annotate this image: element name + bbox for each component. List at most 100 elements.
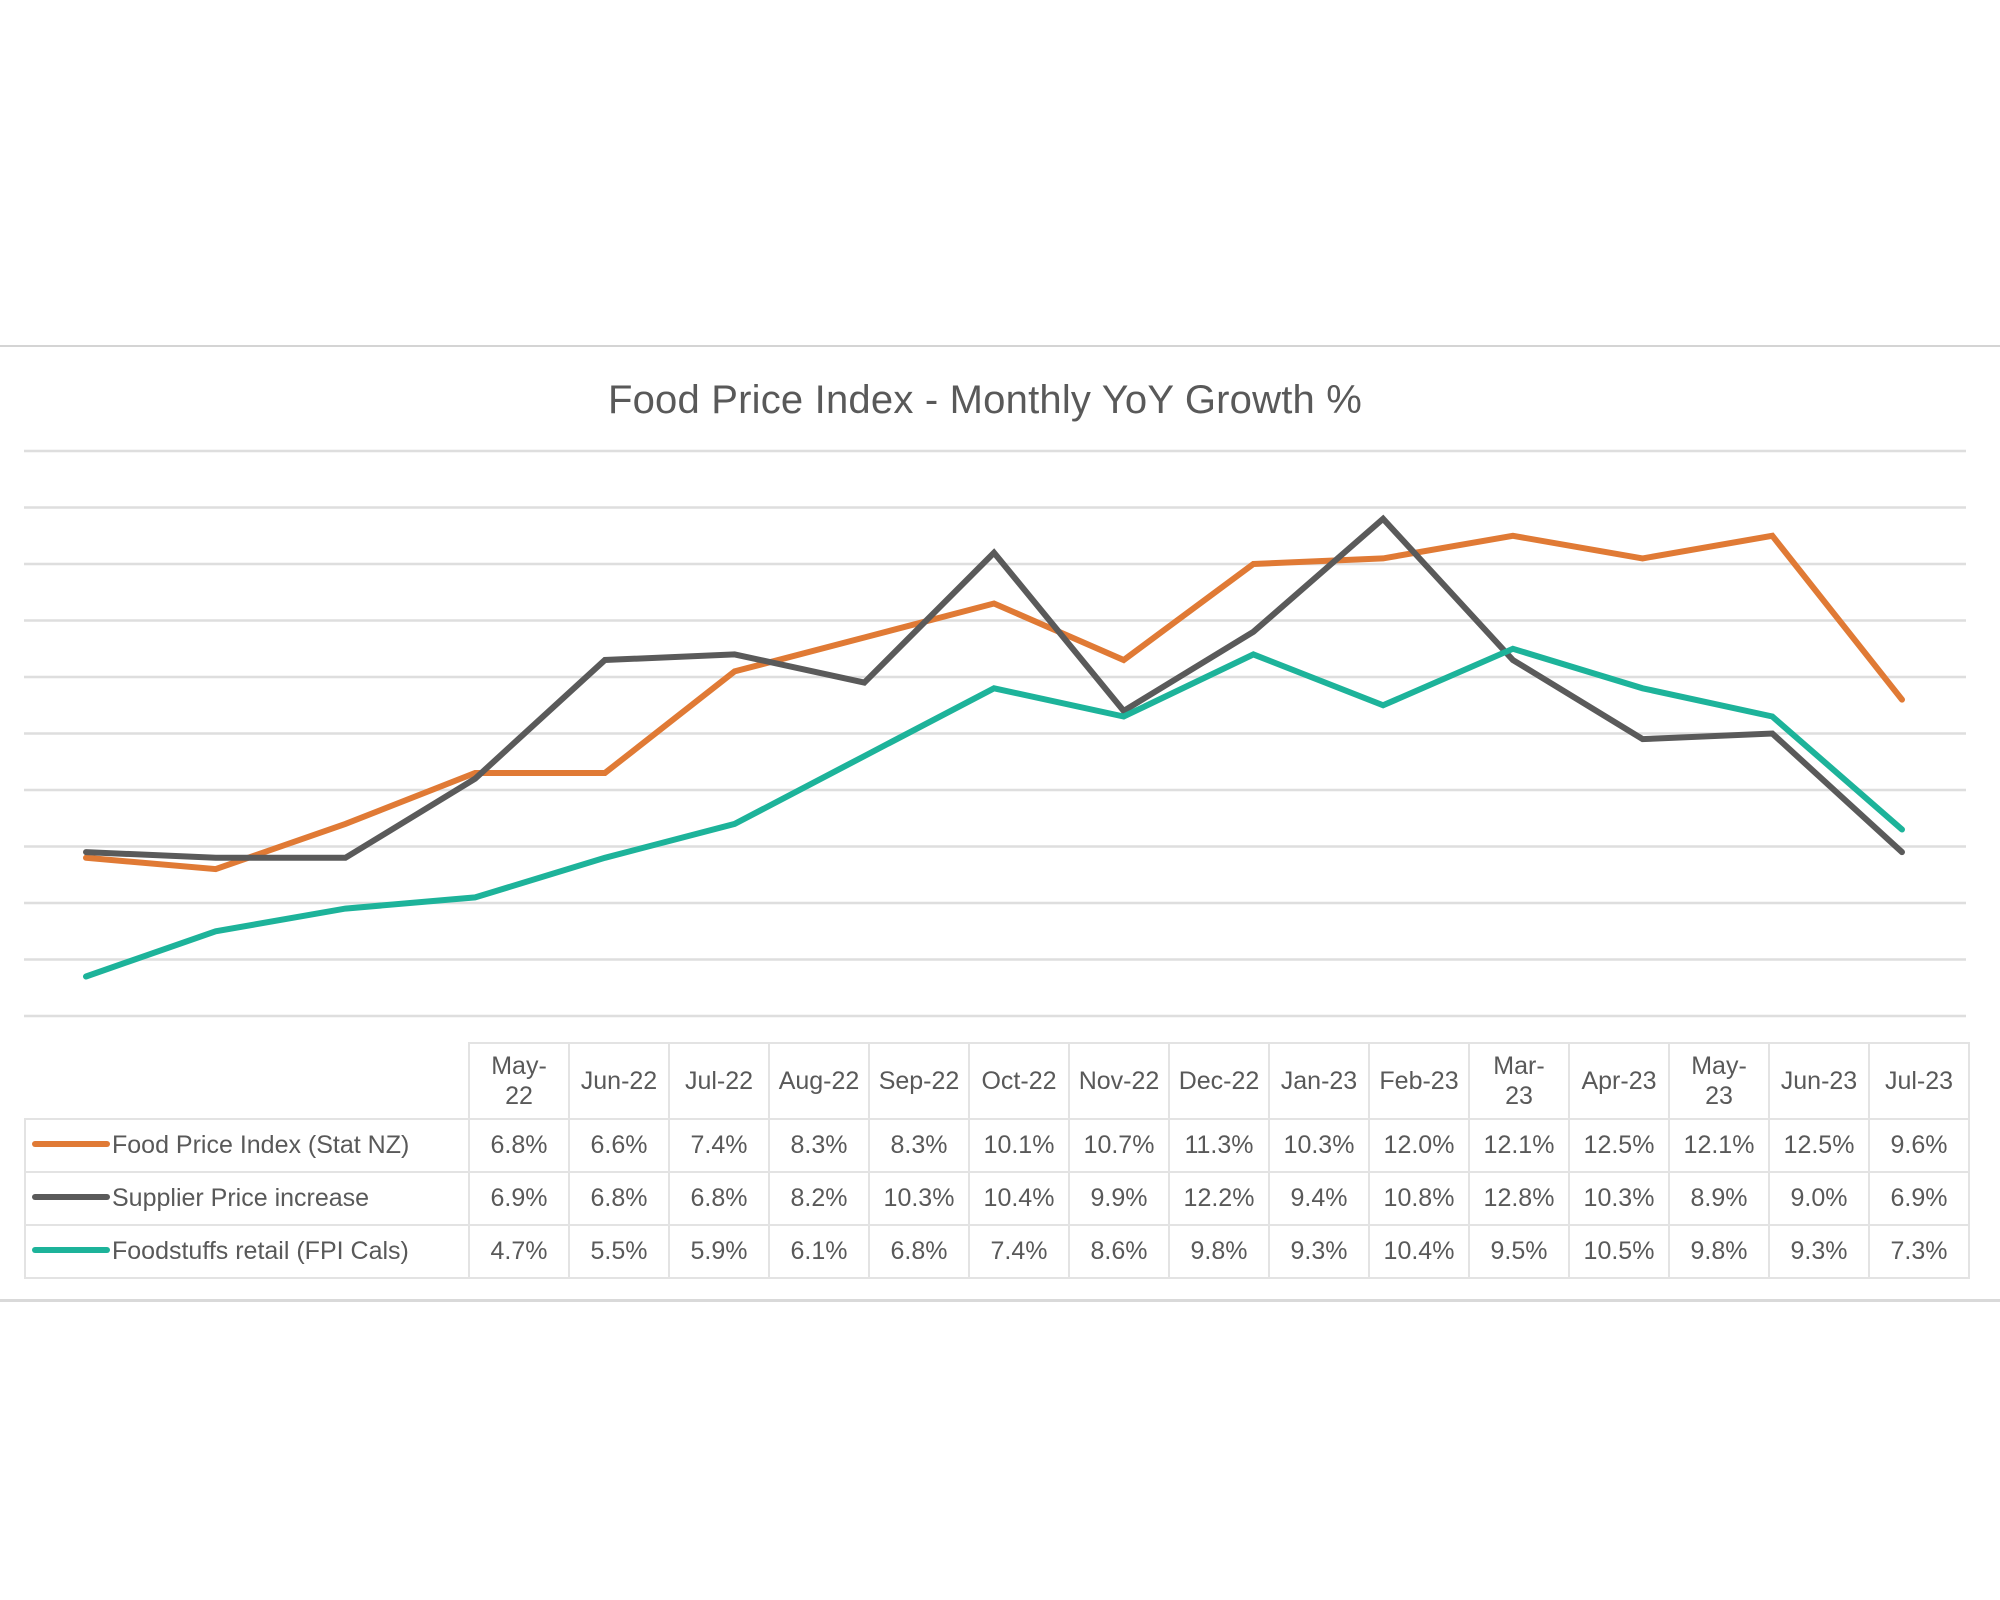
month-label: 23 xyxy=(1705,1082,1733,1110)
data-label: 5.5% xyxy=(568,1224,670,1279)
data-label: 8.3% xyxy=(868,1118,970,1173)
month-label: Oct-22 xyxy=(981,1067,1057,1095)
table-header-month: Jul-23 xyxy=(1868,1042,1970,1120)
table-header-month: May- 23 xyxy=(1668,1042,1770,1120)
data-label: 6.9% xyxy=(1868,1171,1970,1226)
chart-title: Food Price Index - Monthly YoY Growth % xyxy=(607,378,1363,422)
month-label: Apr-23 xyxy=(1581,1067,1657,1095)
data-label: 7.4% xyxy=(668,1118,770,1173)
month-label: Jul-23 xyxy=(1884,1067,1954,1095)
table-header-month: Oct-22 xyxy=(968,1042,1070,1120)
data-label: 9.0% xyxy=(1768,1171,1870,1226)
month-label: Nov-22 xyxy=(1078,1067,1160,1095)
data-label: 10.4% xyxy=(1368,1224,1470,1279)
legend-entry: Supplier Price increase xyxy=(24,1171,470,1226)
data-label: 6.1% xyxy=(768,1224,870,1279)
legend-label: Supplier Price increase xyxy=(112,1184,370,1212)
data-label: 12.1% xyxy=(1668,1118,1770,1173)
legend-label: Foodstuffs retail (FPI Cals) xyxy=(112,1237,409,1265)
data-label: 9.9% xyxy=(1068,1171,1170,1226)
data-label: 8.3% xyxy=(768,1118,870,1173)
data-label: 9.4% xyxy=(1268,1171,1370,1226)
data-label: 10.7% xyxy=(1068,1118,1170,1173)
data-label: 12.1% xyxy=(1468,1118,1570,1173)
line-chart-plot xyxy=(24,449,1966,1018)
gridlines xyxy=(24,449,1966,1018)
series-line-2 xyxy=(83,645,1905,980)
data-label: 6.8% xyxy=(468,1118,570,1173)
series-line-1 xyxy=(83,514,1905,861)
data-label: 7.4% xyxy=(968,1224,1070,1279)
data-label: 9.3% xyxy=(1268,1224,1370,1279)
data-label: 10.3% xyxy=(1268,1118,1370,1173)
data-label: 6.8% xyxy=(668,1171,770,1226)
data-label: 11.3% xyxy=(1168,1118,1270,1173)
data-label: 9.5% xyxy=(1468,1224,1570,1279)
month-label: 23 xyxy=(1505,1082,1533,1110)
legend-line-icon xyxy=(32,1194,110,1201)
legend-line-icon xyxy=(32,1141,110,1148)
month-label: Jan-23 xyxy=(1280,1067,1358,1095)
data-label: 8.2% xyxy=(768,1171,870,1226)
legend-label: Food Price Index (Stat NZ) xyxy=(112,1131,410,1159)
data-label: 10.1% xyxy=(968,1118,1070,1173)
data-label: 12.8% xyxy=(1468,1171,1570,1226)
table-header-month: Sep-22 xyxy=(868,1042,970,1120)
table-header-month: Mar- 23 xyxy=(1468,1042,1570,1120)
month-label: 22 xyxy=(505,1082,533,1110)
table-header-month: Jun-23 xyxy=(1768,1042,1870,1120)
data-table: May- 22 Jun-22 Jul-22 Aug-22 Sep-22 Oct-22 Nov-… xyxy=(24,1042,1970,1279)
chart-frame-bottom-border xyxy=(0,1299,2000,1302)
table-header-month: Feb-23 xyxy=(1368,1042,1470,1120)
data-label: 5.9% xyxy=(668,1224,770,1279)
table-row: Food Price Index (Stat NZ) 6.8% 6.6% 7.4% 8.… xyxy=(24,1118,1970,1173)
data-label: 9.8% xyxy=(1168,1224,1270,1279)
data-label: 9.8% xyxy=(1668,1224,1770,1279)
data-label: 10.3% xyxy=(1568,1171,1670,1226)
month-label: Jun-23 xyxy=(1780,1067,1858,1095)
data-label: 12.5% xyxy=(1568,1118,1670,1173)
data-label: 6.8% xyxy=(868,1224,970,1279)
data-label: 4.7% xyxy=(468,1224,570,1279)
series-line-0 xyxy=(83,532,1905,873)
month-label: Jul-22 xyxy=(684,1067,754,1095)
table-row: Foodstuffs retail (FPI Cals) 4.7% 5.5% 5.9%… xyxy=(24,1224,1970,1279)
table-row: Supplier Price increase 6.9% 6.8% 6.8% 8.2% 1… xyxy=(24,1171,1970,1226)
series-lines xyxy=(83,514,1905,980)
data-label: 9.3% xyxy=(1768,1224,1870,1279)
table-header-month: Jan-23 xyxy=(1268,1042,1370,1120)
table-header-month: Aug-22 xyxy=(768,1042,870,1120)
table-corner-cell xyxy=(25,1043,470,1120)
data-label: 12.2% xyxy=(1168,1171,1270,1226)
month-label: Mar- xyxy=(1493,1052,1545,1080)
table-header-month: Jul-22 xyxy=(668,1042,770,1120)
table-header-month: Nov-22 xyxy=(1068,1042,1170,1120)
month-label: Dec-22 xyxy=(1178,1067,1260,1095)
data-label: 8.9% xyxy=(1668,1171,1770,1226)
data-label: 9.6% xyxy=(1868,1118,1970,1173)
data-label: 6.8% xyxy=(568,1171,670,1226)
data-label: 7.3% xyxy=(1868,1224,1970,1279)
data-label: 10.4% xyxy=(968,1171,1070,1226)
legend-entry: Food Price Index (Stat NZ) xyxy=(24,1118,470,1173)
data-label: 6.6% xyxy=(568,1118,670,1173)
month-label: Sep-22 xyxy=(878,1067,960,1095)
chart-frame-top-border xyxy=(0,345,2000,347)
legend-line-icon xyxy=(32,1247,110,1254)
data-label: 10.8% xyxy=(1368,1171,1470,1226)
table-header-month: May- 22 xyxy=(468,1042,570,1120)
data-label: 12.0% xyxy=(1368,1118,1470,1173)
data-label: 12.5% xyxy=(1768,1118,1870,1173)
table-header-row: May- 22 Jun-22 Jul-22 Aug-22 Sep-22 Oct-22 Nov-… xyxy=(25,1042,1970,1120)
table-header-month: Apr-23 xyxy=(1568,1042,1670,1120)
month-label: May- xyxy=(1691,1052,1747,1080)
table-header-month: Jun-22 xyxy=(568,1042,670,1120)
legend-entry: Foodstuffs retail (FPI Cals) xyxy=(24,1224,470,1279)
data-label: 10.3% xyxy=(868,1171,970,1226)
month-label: Feb-23 xyxy=(1379,1067,1459,1095)
data-label: 10.5% xyxy=(1568,1224,1670,1279)
month-label: May- xyxy=(491,1052,547,1080)
data-label: 8.6% xyxy=(1068,1224,1170,1279)
month-label: Jun-22 xyxy=(580,1067,658,1095)
data-label: 6.9% xyxy=(468,1171,570,1226)
